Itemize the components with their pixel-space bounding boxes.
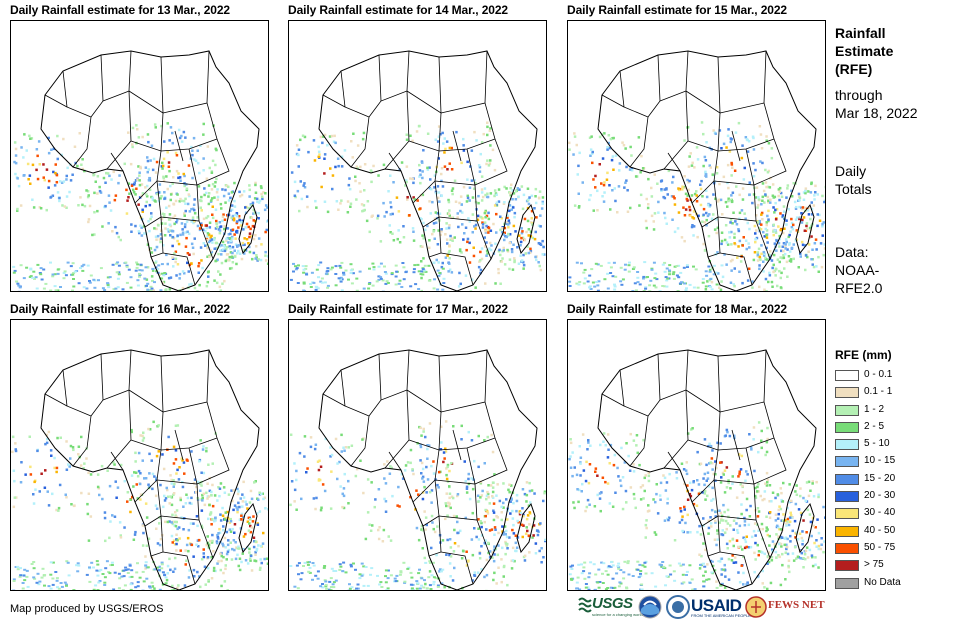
africa-rainfall-map: [288, 319, 547, 591]
legend-label: 5 - 10: [864, 438, 890, 450]
credit-text: Map produced by USGS/EROS: [10, 603, 164, 615]
country-borders: [601, 349, 787, 585]
usgs-logo-text: USGS: [592, 595, 633, 612]
legend-swatch: [835, 508, 859, 520]
seal-logo-icon: [666, 595, 690, 619]
country-borders: [44, 349, 230, 585]
rainfall-cells: [12, 122, 268, 291]
legend-swatch: [835, 577, 859, 589]
africa-rainfall-map: [567, 20, 826, 292]
africa-coastline: [597, 349, 817, 590]
through-label: through: [835, 87, 883, 103]
data-source-line: NOAA-: [835, 262, 880, 278]
legend-swatch: [835, 404, 859, 416]
madagascar-outline: [795, 203, 815, 255]
africa-coastline: [40, 349, 260, 590]
legend-swatch: [835, 491, 859, 503]
data-source-line: Data:: [835, 244, 869, 260]
legend-label: 40 - 50: [864, 524, 896, 536]
madagascar-outline: [238, 203, 258, 255]
africa-rainfall-map: [567, 319, 826, 591]
legend-swatch: [835, 542, 859, 554]
legend-swatch: [835, 387, 859, 399]
usaid-logo-text: USAID: [691, 596, 742, 615]
legend-label: 30 - 40: [864, 507, 896, 519]
africa-coastline: [597, 50, 817, 291]
legend-swatch: [835, 560, 859, 572]
through-date: through Mar 18, 2022: [835, 86, 918, 122]
title-line: (RFE): [835, 61, 873, 77]
usaid-tagline: FROM THE AMERICAN PEOPLE: [691, 613, 751, 618]
legend-swatch: [835, 421, 859, 433]
country-borders: [601, 50, 787, 286]
country-borders: [322, 50, 508, 286]
legend-label: No Data: [864, 576, 901, 588]
africa-rainfall-map: [10, 20, 269, 292]
noaa-logo-icon: [638, 595, 662, 619]
usgs-logo-icon: [578, 597, 592, 613]
rainfall-cells: [568, 421, 825, 590]
panel-title: Daily Rainfall estimate for 18 Mar., 202…: [567, 302, 788, 316]
rainfall-cells: [11, 420, 268, 590]
totals-label: Daily Totals: [835, 162, 872, 198]
country-borders: [322, 349, 508, 585]
country-borders: [44, 50, 230, 286]
end-date: Mar 18, 2022: [835, 105, 918, 121]
panel-title: Daily Rainfall estimate for 13 Mar., 202…: [10, 3, 231, 17]
legend-title: RFE (mm): [835, 348, 892, 362]
legend-label: 0 - 0.1: [864, 369, 893, 380]
madagascar-outline: [516, 203, 536, 255]
legend-label: 2 - 5: [864, 420, 885, 432]
title-line: Rainfall: [835, 25, 886, 41]
usgs-tagline: science for a changing world: [592, 612, 643, 617]
legend-swatch: [835, 439, 859, 451]
africa-coastline: [318, 349, 538, 590]
title-line: Estimate: [835, 43, 894, 59]
panel-title: Daily Rainfall estimate for 17 Mar., 202…: [288, 302, 509, 316]
legend-label: 15 - 20: [864, 472, 896, 484]
legend-label: 50 - 75: [864, 541, 896, 553]
legend-label: 10 - 15: [864, 455, 896, 467]
legend-label: 20 - 30: [864, 490, 896, 502]
legend-swatch: [835, 456, 859, 468]
madagascar-outline: [795, 502, 815, 554]
madagascar-outline: [516, 502, 536, 554]
legend-label: > 75: [864, 559, 884, 571]
panel-title: Daily Rainfall estimate for 15 Mar., 202…: [567, 3, 788, 17]
africa-rainfall-map: [10, 319, 269, 591]
panel-title: Daily Rainfall estimate for 14 Mar., 202…: [288, 3, 509, 17]
rainfall-cells: [289, 420, 546, 590]
legend-label: 0.1 - 1: [864, 386, 893, 398]
fews-logo-icon: [745, 596, 767, 618]
legend-swatch: [835, 370, 859, 381]
madagascar-outline: [238, 502, 258, 554]
totals-line: Daily: [835, 163, 867, 179]
fews-net-logo-text: FEWS NET: [768, 599, 825, 611]
totals-line: Totals: [835, 181, 872, 197]
panel-title: Daily Rainfall estimate for 16 Mar., 202…: [10, 302, 231, 316]
rainfall-cells: [289, 121, 546, 291]
legend-swatch: [835, 473, 859, 485]
legend-label: 1 - 2: [864, 403, 885, 415]
africa-rainfall-map: [288, 20, 547, 292]
data-source-line: RFE2.0: [835, 280, 883, 296]
product-title: Rainfall Estimate (RFE): [835, 24, 893, 78]
data-source: Data: NOAA- RFE2.0: [835, 243, 882, 297]
africa-coastline: [318, 50, 538, 291]
rainfall-cells: [568, 121, 825, 291]
africa-coastline: [40, 50, 260, 291]
legend-swatch: [835, 525, 859, 537]
